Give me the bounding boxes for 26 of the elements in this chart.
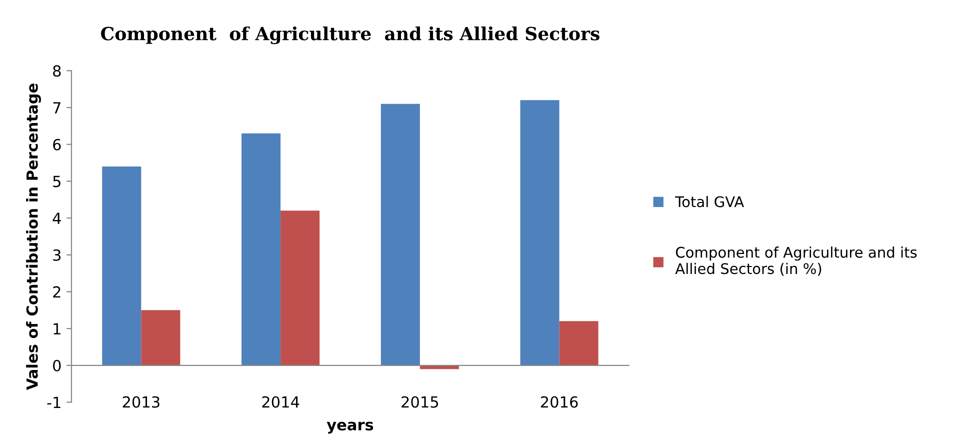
y-axis-title: Vales of Contribution in Percentage [26, 84, 41, 390]
bar [102, 166, 142, 366]
x-tick-label: 2016 [540, 396, 578, 408]
legend-label: Component of Agriculture and its Allied Sectors (in %) [675, 246, 917, 276]
y-tick-label: 8 [53, 65, 61, 77]
y-tick-label: 4 [52, 212, 61, 224]
y-tick-label: 6 [53, 138, 61, 150]
y-tick-label: 2 [53, 286, 60, 298]
y-tick-label: -1 [47, 396, 60, 408]
bar [280, 210, 320, 366]
x-tick-label: 2013 [122, 396, 160, 408]
y-tick-label: 0 [53, 360, 61, 372]
x-axis-title: years [326, 422, 374, 434]
bar [520, 100, 560, 366]
x-tick-label: 2014 [262, 396, 300, 408]
y-tick-label: 1 [54, 323, 60, 334]
chart-title: Component of Agriculture and its Allied Sectors [101, 26, 600, 44]
y-tick-label: 7 [53, 102, 60, 114]
y-tick-label: 5 [53, 176, 60, 188]
bar [559, 321, 598, 366]
bar [380, 104, 420, 366]
bar [141, 310, 180, 366]
bar [242, 133, 281, 366]
y-tick-label: 3 [53, 249, 61, 261]
legend-label: Total GVA [675, 196, 744, 208]
x-tick-label: 2015 [402, 396, 438, 408]
